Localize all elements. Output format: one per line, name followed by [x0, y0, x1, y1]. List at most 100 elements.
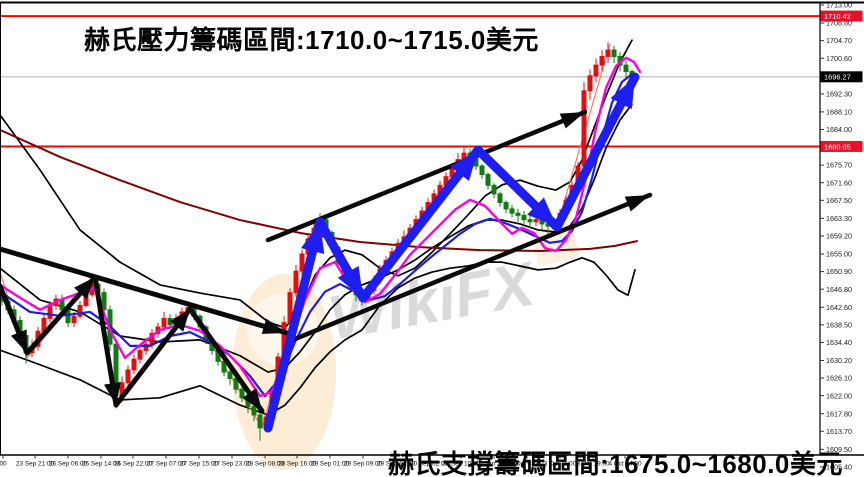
candle-body [131, 358, 137, 371]
price-tick-label: 1638.50 [826, 320, 852, 329]
price-tick-label: 1659.20 [826, 232, 852, 241]
time-tick-label: 3 Oct 03:00 [510, 461, 543, 468]
price-tick-label: 1684.00 [826, 125, 852, 134]
time-tick-label: 3 Oct 11:00 [544, 461, 577, 468]
candle-body [77, 305, 83, 317]
candle [131, 354, 137, 375]
time-tick-label: 3 Oct 19:00 [576, 461, 609, 468]
time-tick-label: 26 Sep 22:00 [114, 461, 152, 468]
candle-body [479, 165, 485, 176]
downtrend-line-arrow [0, 246, 290, 336]
bollinger-lower-band [0, 257, 636, 416]
arrowhead [10, 329, 27, 353]
candle [77, 301, 83, 319]
price-tick-label: 1708.80 [826, 19, 852, 28]
candle-body [257, 414, 263, 429]
candle-body [71, 315, 77, 324]
candle [587, 69, 593, 100]
ascending-channel-lower-arrow-line [287, 192, 653, 344]
resistance-label-text: 1710.42 [824, 12, 851, 21]
candle [227, 369, 233, 385]
candle [599, 50, 605, 72]
time-tick-label: 30 Sep 18:00 [475, 461, 513, 468]
price-tick-label: 1605.40 [826, 463, 852, 472]
candle-body [521, 214, 527, 221]
candle [137, 346, 143, 364]
candle [611, 45, 617, 63]
candle-body [125, 369, 131, 384]
time-tick-label: 30 Sep 02:00 [410, 461, 448, 468]
resistance-price-label: 1710.42 [820, 10, 863, 22]
time-tick-label: 23 Sep 21:00 [16, 461, 54, 468]
candle [257, 412, 263, 441]
time-tick-label: 28 Sep 16:00 [278, 461, 316, 468]
arrowhead [261, 318, 287, 334]
candle-body [299, 253, 305, 272]
candle-body [161, 317, 167, 328]
time-tick-label: 27 Sep 23:00 [213, 461, 251, 468]
candle-body [491, 184, 497, 195]
arrowhead [104, 381, 121, 405]
time-tick-label: 27 Sep 07:00 [147, 461, 185, 468]
support-label-text: 1680.05 [824, 142, 851, 151]
time-tick-label: 4 Oct 04:00 [608, 461, 641, 468]
candle-body [137, 350, 143, 360]
downtrend-line-arrow-line [0, 246, 290, 336]
candle-body [509, 208, 515, 214]
candle-body [593, 64, 599, 77]
candle-body [611, 49, 617, 58]
price-tick-label: 1626.10 [826, 374, 852, 383]
candle-body [485, 174, 491, 186]
price-tick-label: 1630.20 [826, 356, 852, 365]
resistance-label-bg [820, 10, 863, 22]
arrowhead [242, 388, 262, 411]
candle [491, 183, 497, 199]
candle-body [533, 219, 539, 223]
candle [239, 387, 245, 403]
time-tick-label: 00 [0, 461, 7, 468]
candle-body [605, 49, 611, 58]
ascending-channel-lower-arrow [287, 192, 653, 344]
candle [581, 82, 587, 171]
price-tick-label: 1713.00 [826, 1, 852, 10]
candle-body [143, 343, 149, 352]
blue-wave-arrows [263, 72, 640, 433]
time-tick-label: 30 Sep 10:00 [442, 461, 480, 468]
candle-body [581, 90, 587, 167]
ma-200-line [0, 128, 638, 252]
candle-body [251, 405, 257, 416]
candle [593, 58, 599, 83]
arrowhead [169, 309, 190, 332]
price-tick-label: 1646.80 [826, 285, 852, 294]
candle [299, 249, 305, 276]
arrowhead [450, 150, 478, 182]
price-axis: 1713.00 1708.80 1704.70 1700.60 1692.30 1688.… [820, 1, 863, 472]
price-tick-label: 1675.70 [826, 161, 852, 170]
candle [125, 365, 131, 388]
price-tick-label: 1704.70 [826, 36, 852, 45]
support-label-bg [820, 140, 863, 152]
price-tick-label: 1622.00 [826, 391, 852, 400]
support-price-label: 1680.05 [820, 140, 863, 152]
candle [251, 404, 257, 422]
candle-body [503, 201, 509, 210]
candle-body [527, 219, 533, 223]
watermark-text: WikiFX [324, 249, 543, 353]
arrowhead [527, 197, 557, 227]
price-tick-label: 1671.60 [826, 178, 852, 187]
candle-body [623, 64, 629, 73]
black-zigzag-arrows [0, 274, 265, 414]
price-tick-label: 1655.00 [826, 250, 852, 259]
time-tick-label: 28 Sep 08:00 [246, 461, 284, 468]
current-price-label-bg [820, 71, 863, 83]
arrowhead [610, 77, 635, 110]
arrowhead [337, 265, 363, 298]
candle-body [293, 270, 299, 294]
price-tick-label: 1642.60 [826, 303, 852, 312]
candle-body [227, 371, 233, 379]
candle-body [497, 193, 503, 203]
arrowhead [559, 112, 585, 129]
arrowhead [624, 195, 650, 212]
